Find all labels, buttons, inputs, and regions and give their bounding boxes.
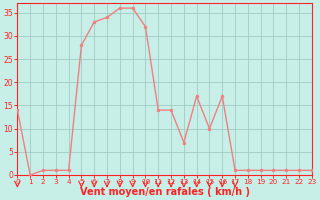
X-axis label: Vent moyen/en rafales ( km/h ): Vent moyen/en rafales ( km/h ) (80, 187, 250, 197)
